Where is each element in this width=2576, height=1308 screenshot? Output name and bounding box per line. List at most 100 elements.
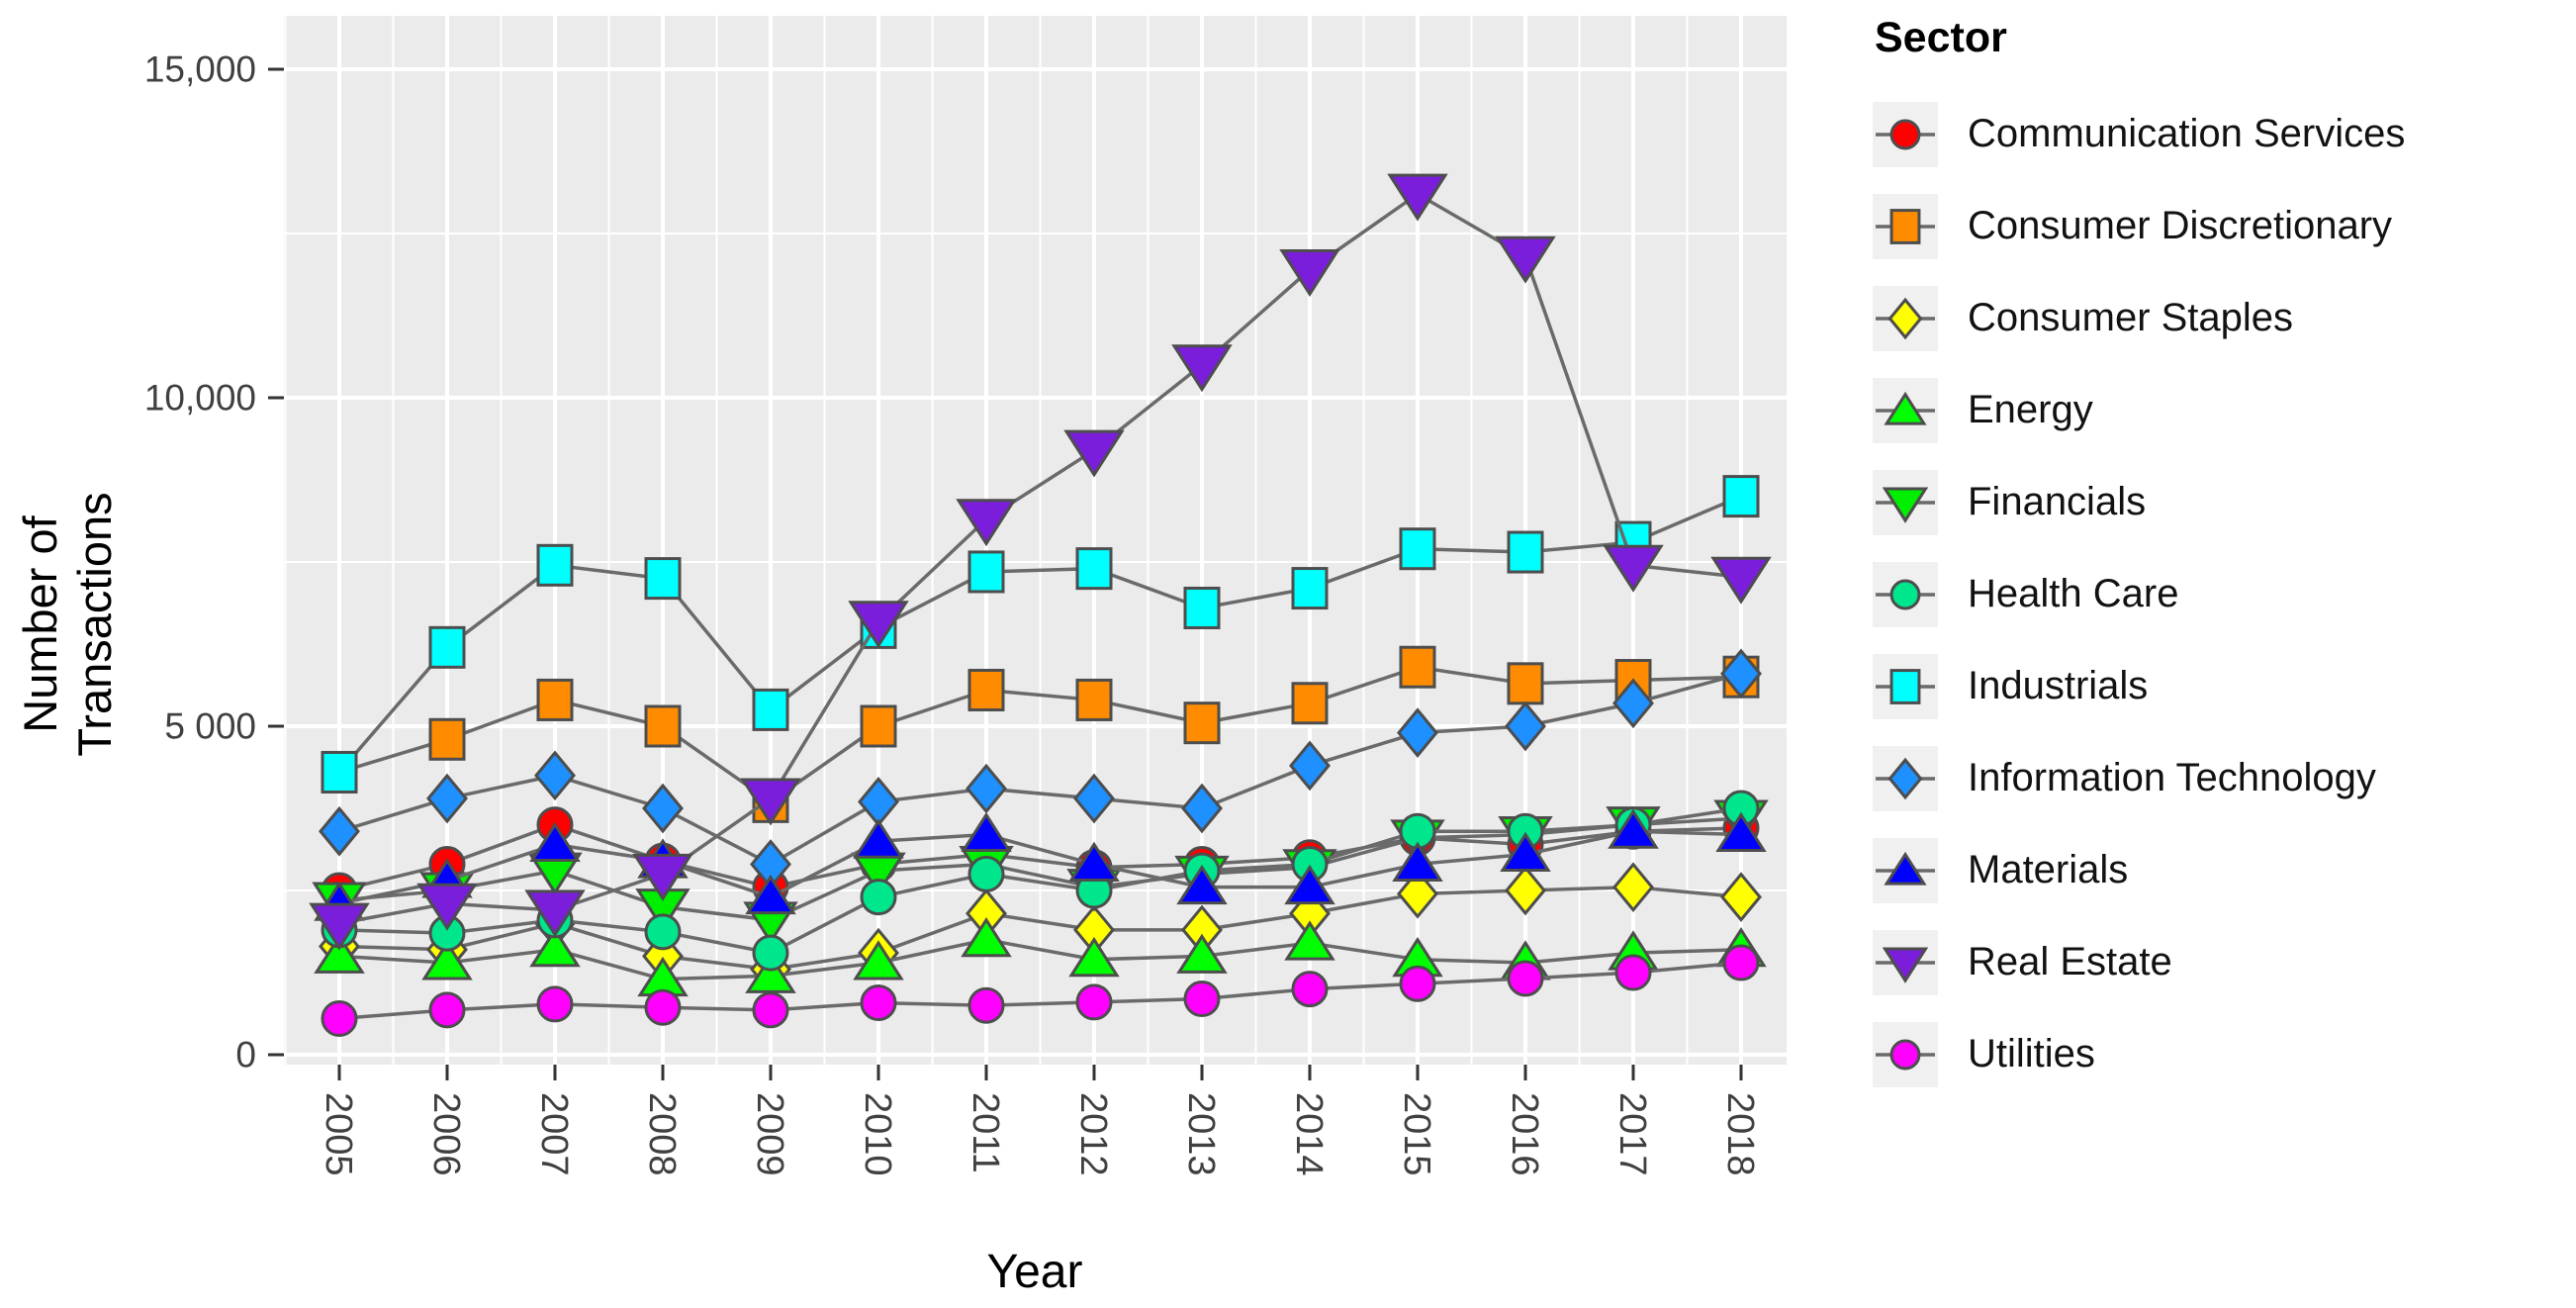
marker-consumer-discretionary-2012 bbox=[1075, 678, 1113, 721]
legend-item-utilities: Utilities bbox=[1873, 1008, 2405, 1100]
marker-consumer-discretionary-2010 bbox=[860, 704, 897, 748]
marker-utilities-2007 bbox=[536, 985, 574, 1023]
x-tick-label-2005: 2005 bbox=[318, 1092, 359, 1176]
marker-energy-2011 bbox=[961, 917, 1012, 958]
marker-health-care-2009 bbox=[752, 934, 789, 972]
legend-marker-consumer-discretionary bbox=[1889, 208, 1921, 244]
legend-marker-materials bbox=[1884, 851, 1927, 886]
marker-real-estate-2011 bbox=[956, 499, 1017, 547]
legend-marker-information-technology bbox=[1887, 757, 1923, 799]
legend-key-consumer-discretionary-icon bbox=[1873, 193, 1938, 259]
marker-materials-2018 bbox=[1715, 811, 1767, 853]
x-tick-label-2010: 2010 bbox=[857, 1092, 898, 1176]
marker-information-technology-2015 bbox=[1397, 707, 1438, 758]
y-tick-label-15000: 15,000 bbox=[144, 49, 256, 90]
marker-information-technology-2006 bbox=[426, 773, 468, 824]
marker-industrials-2009 bbox=[752, 688, 789, 731]
marker-real-estate-2018 bbox=[1710, 556, 1772, 605]
y-axis-title: Number of Transactions bbox=[14, 492, 121, 757]
marker-utilities-2014 bbox=[1291, 971, 1329, 1008]
marker-information-technology-2018 bbox=[1720, 648, 1762, 700]
x-tick-label-2017: 2017 bbox=[1611, 1092, 1653, 1176]
marker-real-estate-2008 bbox=[632, 853, 693, 901]
legend-label: Health Care bbox=[1968, 572, 2179, 615]
marker-information-technology-2017 bbox=[1612, 678, 1654, 729]
legend-marker-utilities bbox=[1889, 1039, 1921, 1070]
x-tick-label-2016: 2016 bbox=[1504, 1092, 1545, 1176]
legend-marker-energy bbox=[1884, 391, 1927, 425]
marker-materials-2007 bbox=[529, 821, 581, 863]
marker-health-care-2008 bbox=[644, 913, 682, 951]
marker-energy-2013 bbox=[1176, 933, 1228, 974]
legend-key-real-estate-icon bbox=[1873, 929, 1938, 995]
marker-real-estate-2015 bbox=[1387, 173, 1448, 222]
marker-consumer-discretionary-2011 bbox=[967, 668, 1005, 711]
marker-materials-2010 bbox=[853, 818, 904, 859]
line-chart: 0 5 000 10,000 15,000 2005 2006 2007 2008 2009 20… bbox=[144, 16, 1787, 1176]
marker-materials-2016 bbox=[1500, 831, 1551, 872]
legend-item-industrials: Industrials bbox=[1873, 640, 2405, 732]
marker-information-technology-2013 bbox=[1181, 783, 1223, 834]
marker-utilities-2005 bbox=[321, 999, 358, 1037]
marker-real-estate-2014 bbox=[1279, 248, 1340, 297]
legend-item-consumer-staples: Consumer Staples bbox=[1873, 272, 2405, 364]
marker-information-technology-2011 bbox=[966, 763, 1007, 814]
legend-key-energy-icon bbox=[1873, 377, 1938, 443]
marker-information-technology-2012 bbox=[1073, 773, 1115, 824]
marker-consumer-staples-2017 bbox=[1612, 862, 1654, 913]
marker-materials-2013 bbox=[1176, 864, 1228, 905]
y-tick-label-5000: 5 000 bbox=[164, 706, 256, 747]
x-tick-label-2011: 2011 bbox=[965, 1092, 1006, 1173]
marker-consumer-staples-2016 bbox=[1505, 865, 1546, 916]
legend-marker-financials bbox=[1882, 487, 1929, 523]
marker-utilities-2008 bbox=[644, 988, 682, 1026]
legend-label: Energy bbox=[1968, 388, 2093, 431]
x-tick-label-2015: 2015 bbox=[1396, 1092, 1437, 1176]
x-tick-label-2008: 2008 bbox=[641, 1092, 683, 1176]
marker-energy-2006 bbox=[421, 940, 473, 981]
marker-real-estate-2010 bbox=[848, 601, 909, 649]
marker-materials-2015 bbox=[1392, 841, 1443, 882]
marker-information-technology-2005 bbox=[319, 805, 360, 857]
series-line-financials bbox=[338, 816, 1742, 922]
y-tick-label-10000: 10,000 bbox=[144, 378, 256, 419]
marker-utilities-2012 bbox=[1075, 983, 1113, 1021]
legend-marker-real-estate bbox=[1882, 947, 1929, 983]
marker-materials-2017 bbox=[1608, 808, 1659, 849]
grid-minor bbox=[284, 16, 1787, 1065]
legend-key-materials-icon bbox=[1873, 837, 1938, 903]
series-real-estate bbox=[309, 173, 1772, 951]
x-tick-label-2018: 2018 bbox=[1719, 1092, 1761, 1176]
marker-materials-2011 bbox=[961, 811, 1012, 853]
legend-item-information-technology: Information Technology bbox=[1873, 732, 2405, 824]
legend-item-communication-services: Communication Services bbox=[1873, 88, 2405, 180]
x-tick-label-2012: 2012 bbox=[1072, 1092, 1114, 1176]
x-tick-label-2006: 2006 bbox=[425, 1092, 467, 1176]
legend-label: Utilities bbox=[1968, 1032, 2095, 1075]
marker-consumer-discretionary-2016 bbox=[1507, 662, 1544, 705]
legend-marker-health-care bbox=[1889, 579, 1921, 609]
marker-energy-2012 bbox=[1068, 936, 1120, 978]
marker-consumer-staples-2018 bbox=[1720, 872, 1762, 922]
marker-consumer-discretionary-2007 bbox=[536, 678, 574, 721]
marker-industrials-2015 bbox=[1399, 527, 1436, 571]
marker-utilities-2018 bbox=[1722, 944, 1760, 981]
legend-marker-consumer-staples bbox=[1887, 297, 1923, 339]
legend-key-health-care-icon bbox=[1873, 561, 1938, 627]
marker-real-estate-2007 bbox=[524, 889, 586, 938]
legend-label: Materials bbox=[1968, 848, 2129, 891]
legend-key-financials-icon bbox=[1873, 469, 1938, 535]
legend-key-industrials-icon bbox=[1873, 653, 1938, 719]
marker-consumer-discretionary-2006 bbox=[428, 717, 466, 761]
y-tick-label-0: 0 bbox=[235, 1035, 256, 1075]
legend-label: Information Technology bbox=[1968, 756, 2376, 799]
legend-item-real-estate: Real Estate bbox=[1873, 916, 2405, 1008]
marker-real-estate-2005 bbox=[309, 902, 370, 951]
marker-energy-2005 bbox=[314, 933, 365, 974]
marker-real-estate-2016 bbox=[1495, 235, 1556, 284]
marker-consumer-staples-2015 bbox=[1397, 868, 1438, 919]
series-information-technology bbox=[319, 648, 1762, 889]
x-tick-label-2013: 2013 bbox=[1180, 1092, 1222, 1176]
series-utilities bbox=[321, 944, 1760, 1037]
